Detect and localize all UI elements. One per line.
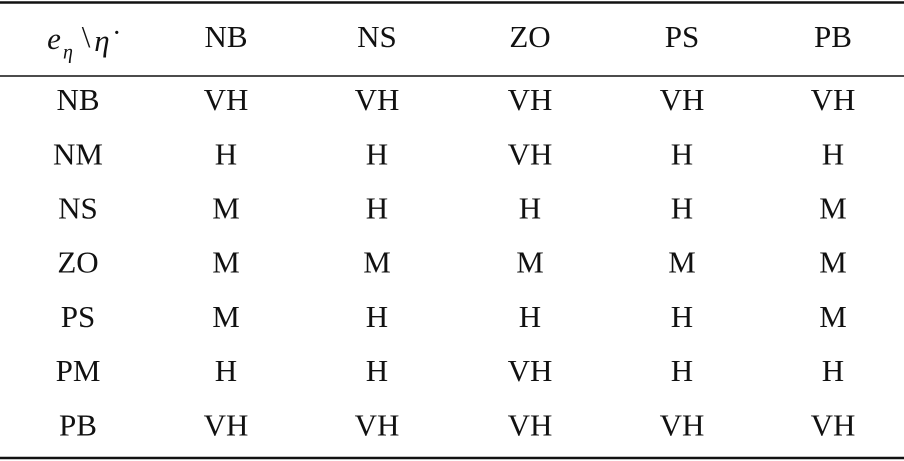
cell: VH — [811, 82, 856, 117]
cell: M — [819, 245, 847, 280]
cell: H — [822, 136, 844, 171]
cell: H — [366, 353, 388, 388]
cell: H — [215, 353, 237, 388]
row-header: PS — [61, 299, 95, 334]
cell: H — [519, 299, 541, 334]
column-header: PS — [665, 19, 699, 54]
cell: H — [671, 353, 693, 388]
row-header: PB — [59, 407, 97, 442]
cell: VH — [508, 136, 553, 171]
corner-base: e — [47, 21, 61, 56]
cell: VH — [508, 353, 553, 388]
corner-var: η̇ — [94, 23, 118, 58]
cell: VH — [355, 82, 400, 117]
cell: VH — [660, 82, 705, 117]
cell: M — [668, 245, 696, 280]
cell: VH — [508, 82, 553, 117]
cell: H — [519, 191, 541, 226]
cell: VH — [204, 82, 249, 117]
row-header: NS — [58, 191, 98, 226]
cell: M — [212, 191, 240, 226]
cell: H — [671, 136, 693, 171]
cell: H — [822, 353, 844, 388]
cell: VH — [811, 407, 856, 442]
corner-sep: \ — [82, 19, 91, 54]
cell: M — [516, 245, 544, 280]
cell: H — [215, 136, 237, 171]
cell: M — [819, 191, 847, 226]
cell: H — [671, 191, 693, 226]
cell: H — [671, 299, 693, 334]
cell: VH — [204, 407, 249, 442]
cell: VH — [660, 407, 705, 442]
cell: VH — [355, 407, 400, 442]
column-header: NB — [204, 19, 247, 54]
corner-sub: η — [63, 42, 73, 64]
cell: VH — [508, 407, 553, 442]
column-header: ZO — [509, 19, 550, 54]
cell: M — [819, 299, 847, 334]
row-header: NM — [53, 136, 103, 171]
cell: H — [366, 136, 388, 171]
cell: M — [212, 245, 240, 280]
row-header: NB — [56, 82, 99, 117]
cell: M — [363, 245, 391, 280]
column-header: NS — [357, 19, 397, 54]
row-header: PM — [56, 353, 101, 388]
column-header: PB — [814, 19, 852, 54]
cell: M — [212, 299, 240, 334]
row-header: ZO — [57, 245, 98, 280]
cell: H — [366, 191, 388, 226]
cell: H — [366, 299, 388, 334]
